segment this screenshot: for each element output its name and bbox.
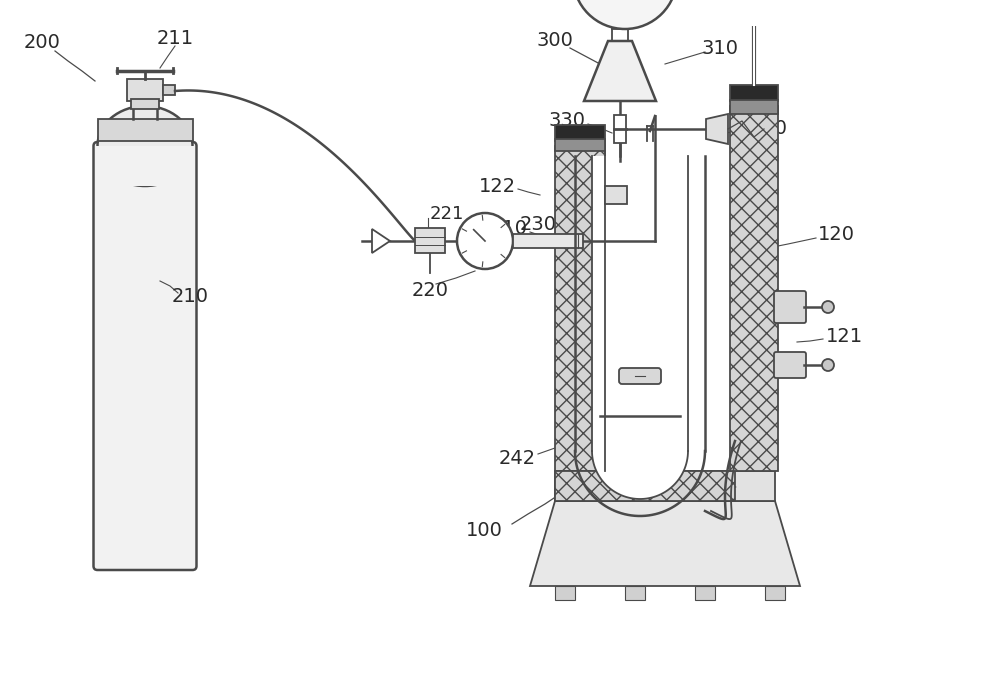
Bar: [730, 85, 778, 101]
Polygon shape: [706, 114, 728, 144]
Text: 121: 121: [826, 327, 863, 346]
Text: 310: 310: [702, 38, 738, 58]
Polygon shape: [584, 41, 656, 101]
Circle shape: [822, 359, 834, 371]
Ellipse shape: [676, 479, 684, 486]
Text: 300: 300: [537, 32, 573, 51]
Text: 110: 110: [491, 219, 528, 237]
Ellipse shape: [676, 490, 684, 497]
Bar: [555, 471, 775, 501]
FancyBboxPatch shape: [774, 352, 806, 378]
Text: 230: 230: [520, 215, 557, 233]
Text: 330: 330: [548, 112, 585, 130]
Text: 220: 220: [412, 281, 448, 300]
Polygon shape: [530, 501, 800, 586]
Bar: [415, 228, 445, 253]
Bar: [580, 475, 660, 497]
Bar: [127, 79, 163, 101]
Text: 200: 200: [24, 34, 60, 53]
Bar: [730, 100, 778, 114]
Bar: [98, 119, 192, 141]
Text: 240: 240: [635, 209, 672, 228]
FancyBboxPatch shape: [774, 291, 806, 323]
Text: 210: 210: [172, 287, 208, 305]
Text: 221: 221: [430, 205, 464, 223]
Text: 111: 111: [604, 226, 642, 246]
Bar: [555, 139, 605, 151]
Bar: [555, 471, 735, 501]
Bar: [555, 586, 575, 600]
Bar: [131, 99, 159, 109]
Bar: [605, 186, 627, 204]
Polygon shape: [372, 229, 390, 253]
Bar: [765, 586, 785, 600]
Bar: [96, 146, 194, 186]
Bar: [513, 234, 583, 248]
Ellipse shape: [690, 479, 700, 486]
Bar: [730, 106, 778, 471]
FancyBboxPatch shape: [619, 368, 661, 384]
Text: 320: 320: [750, 119, 787, 137]
Bar: [695, 586, 715, 600]
Circle shape: [457, 213, 513, 269]
Bar: [625, 586, 645, 600]
Bar: [614, 115, 626, 143]
Text: 120: 120: [818, 224, 855, 244]
Bar: [555, 146, 605, 471]
Text: 211: 211: [156, 29, 194, 47]
Text: 242: 242: [499, 449, 536, 467]
Bar: [163, 85, 175, 95]
Polygon shape: [592, 156, 688, 499]
Ellipse shape: [98, 106, 192, 186]
Ellipse shape: [690, 490, 700, 497]
Bar: [555, 125, 605, 141]
Text: 100: 100: [466, 521, 503, 541]
FancyBboxPatch shape: [94, 142, 196, 570]
Circle shape: [573, 0, 677, 29]
Text: 122: 122: [479, 176, 516, 196]
Circle shape: [822, 301, 834, 313]
